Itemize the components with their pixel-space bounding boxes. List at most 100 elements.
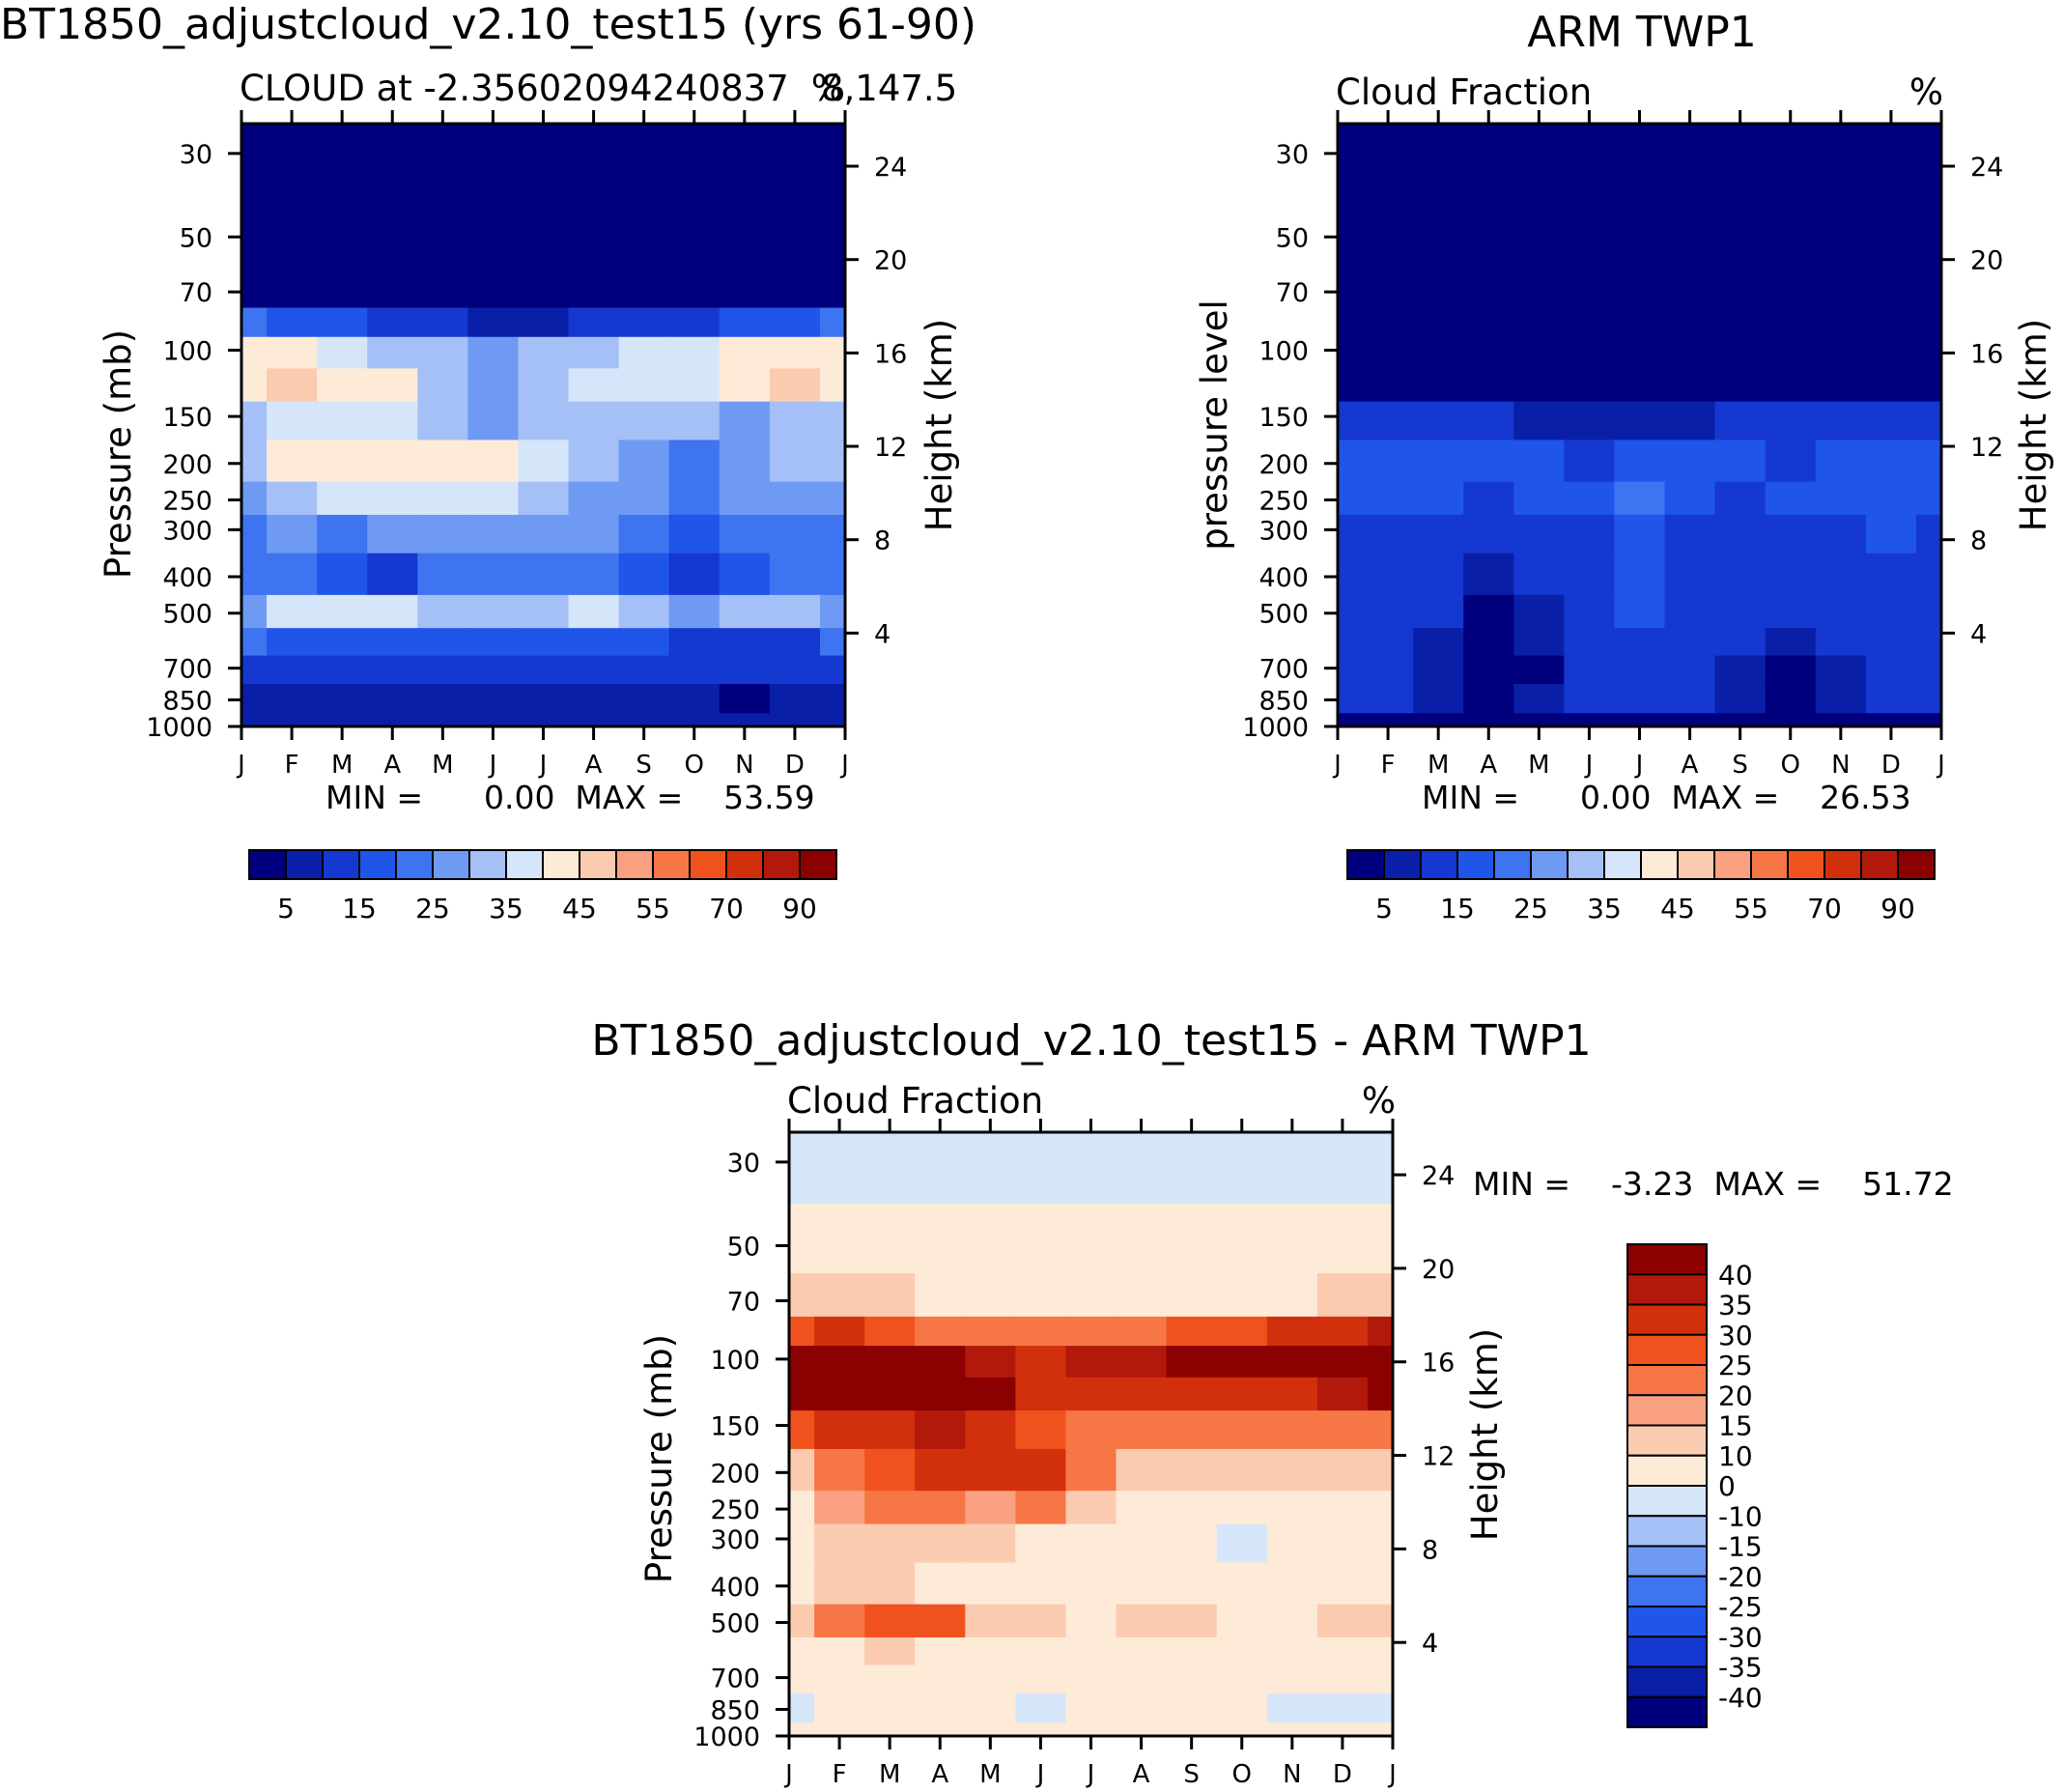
heat-cell [417,553,468,596]
heat-cell [568,553,620,596]
heat-cell [1664,440,1716,483]
heat-cell [814,1523,865,1563]
colorbar-label: 15 [1440,893,1475,924]
y-tick-label: 400 [1258,563,1309,593]
heat-cell [814,1410,865,1450]
heat-cell [1216,1693,1268,1723]
heat-cell [317,368,368,403]
model-ylabel: Pressure (mb) [98,329,139,579]
heat-cell [1915,684,1942,714]
heat-cell [769,401,821,441]
x-tick-label: F [833,1760,847,1789]
y-tick-label: 200 [710,1459,760,1489]
heat-cell [1865,594,1917,629]
heat-cell [1915,195,1942,266]
heat-cell [1815,307,1867,338]
heat-cell [367,336,418,369]
heat-cell [618,655,670,685]
heat-cell [568,684,620,714]
heat-cell [1413,336,1464,369]
heat-cell [1367,1562,1394,1606]
heat-cell [1513,594,1565,629]
heat-cell [1765,514,1817,555]
heat-cell [1367,1604,1394,1638]
x-tick-label: J [1584,751,1594,780]
heat-cell [1065,1523,1117,1563]
diff-stats: MIN = -3.23 MAX = 51.72 [1473,1165,1954,1203]
model-ylabel-right: Height (km) [919,319,960,531]
heat-cell [1413,594,1464,629]
colorbar-swatch [542,849,580,880]
y-tick-label: 150 [162,403,212,433]
heat-cell [1116,1693,1168,1723]
heat-cell [1166,1448,1218,1492]
heat-cell [965,1204,1016,1274]
heat-cell [668,195,721,266]
colorbar-swatch [1456,849,1495,880]
heat-cell [1363,264,1414,309]
model-stats: MIN = 0.00 MAX = 53.59 [325,779,815,816]
heat-cell [789,1346,815,1379]
heat-cell [864,1346,916,1379]
obs-ylabel: pressure level [1194,299,1235,551]
heat-cell [668,684,721,714]
heat-cell [1363,684,1414,714]
y-tick-label: 250 [1258,486,1309,516]
heat-cell [1564,336,1616,369]
heat-cell [864,1693,916,1723]
colorbar-swatch [762,849,801,880]
y-tick-label: 100 [162,337,212,367]
heat-cell [367,514,418,555]
heat-cell [1367,1272,1394,1318]
y-right-tick-label: 8 [1970,526,1987,556]
y-tick-label: 30 [1276,140,1309,170]
colorbar-swatch [799,849,837,880]
heat-cell [965,1693,1016,1723]
heat-cell [1564,264,1616,309]
heat-cell [1266,1523,1318,1563]
heat-cell [1513,628,1565,657]
heat-cell [1065,1132,1117,1205]
heat-cell [317,514,368,555]
heat-cell [568,368,620,403]
heat-cell [1367,1377,1394,1411]
colorbar-label: -25 [1718,1591,1763,1623]
x-tick-label: A [1682,751,1699,780]
colorbar-swatch [1626,1695,1708,1728]
colorbar-label: 20 [1718,1380,1753,1411]
heat-cell [1865,684,1917,714]
heat-cell [769,553,821,596]
heat-cell [769,684,821,714]
heat-cell [719,124,771,196]
colorbar-swatch [432,849,470,880]
heat-cell [1413,264,1464,309]
heat-cell [789,1377,815,1411]
heat-cell [467,440,520,483]
heat-cell [1116,1664,1168,1694]
x-tick-label: A [585,751,603,780]
heat-cell [1664,336,1716,369]
heat-cell [267,336,318,369]
heat-cell [317,713,368,727]
heat-cell [965,1637,1016,1666]
heat-cell [1664,514,1716,555]
heat-cell [719,514,771,555]
heat-cell [1714,684,1767,714]
x-tick-label: M [1428,751,1449,780]
heat-cell [1367,1664,1394,1694]
heat-cell [518,195,570,266]
heat-cell [1065,1377,1117,1411]
colorbar-label: 55 [1734,893,1768,924]
heat-cell [789,1132,815,1205]
heat-cell [814,1204,865,1274]
heat-cell [518,655,570,685]
heat-cell [1166,1316,1218,1347]
heat-cell [1316,1316,1369,1347]
heat-cell [417,401,468,441]
heat-cell [1915,553,1942,596]
colorbar-label: 90 [782,893,817,924]
heat-cell [417,368,468,403]
panel-diff: BT1850_adjustcloud_v2.10_test15 - ARM TW… [591,1016,1953,1789]
heat-cell [367,195,418,266]
